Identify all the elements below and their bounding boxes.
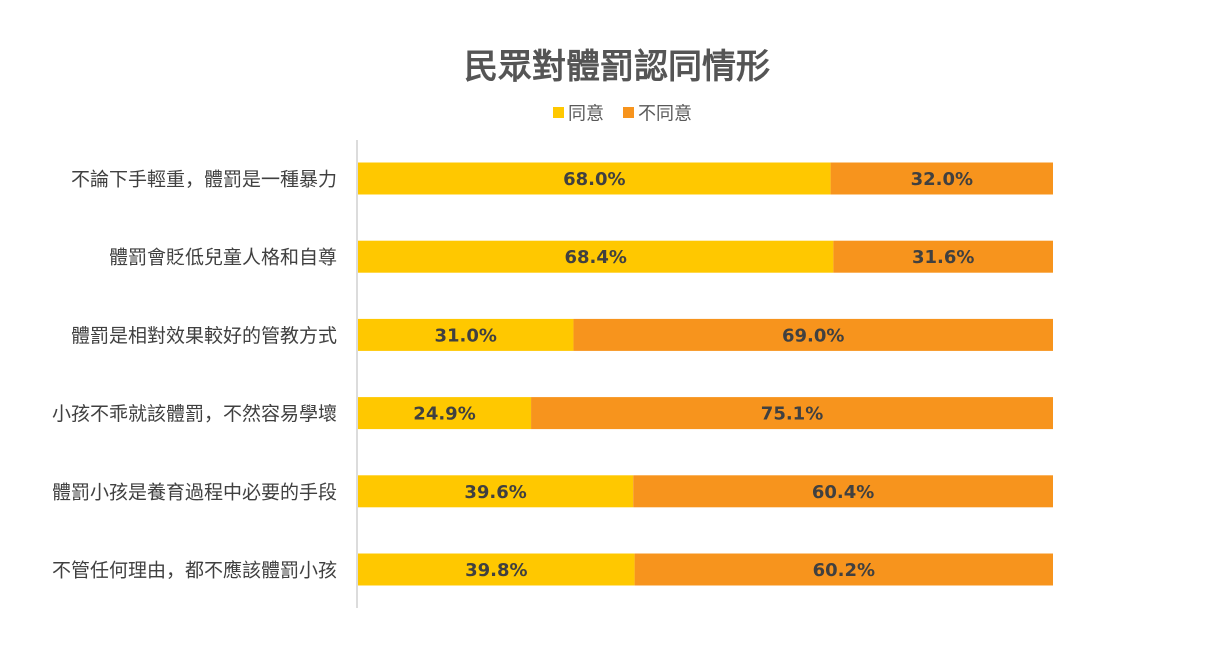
data-label-3-series-1: 75.1% bbox=[761, 404, 823, 425]
data-label-0-series-1: 32.0% bbox=[911, 169, 973, 190]
bar-1-series-0 bbox=[358, 240, 834, 273]
data-label-1-series-1: 31.6% bbox=[912, 247, 974, 268]
bar-3-series-1 bbox=[531, 397, 1053, 430]
bar-2-series-1 bbox=[573, 318, 1053, 351]
data-label-4-series-1: 60.4% bbox=[812, 482, 874, 503]
data-label-2-series-1: 69.0% bbox=[782, 325, 844, 346]
category-label-0: 不論下手輕重，體罰是一種暴力 bbox=[71, 169, 337, 191]
bar-0-series-0 bbox=[358, 162, 831, 195]
category-labels: 不論下手輕重，體罰是一種暴力體罰會貶低兒童人格和自尊體罰是相對效果較好的管教方式… bbox=[52, 169, 337, 582]
legend-swatch-1 bbox=[623, 107, 634, 118]
data-label-3-series-0: 24.9% bbox=[413, 404, 475, 425]
category-label-4: 體罰小孩是養育過程中必要的手段 bbox=[52, 481, 337, 503]
legend-label-1: 不同意 bbox=[638, 104, 692, 125]
legend: 同意 不同意 bbox=[553, 104, 692, 125]
category-label-1: 體罰會貶低兒童人格和自尊 bbox=[109, 247, 337, 269]
data-label-0-series-0: 68.0% bbox=[563, 169, 625, 190]
chart-title: 民眾對體罰認同情形 bbox=[464, 47, 770, 87]
data-label-4-series-0: 39.6% bbox=[464, 482, 526, 503]
category-label-2: 體罰是相對效果較好的管教方式 bbox=[71, 325, 337, 347]
data-label-5-series-1: 60.2% bbox=[813, 560, 875, 581]
category-label-3: 小孩不乖就該體罰，不然容易學壞 bbox=[52, 403, 337, 425]
bar-5-series-1 bbox=[634, 553, 1053, 586]
bar-1-series-1 bbox=[833, 240, 1053, 273]
bar-4-series-0 bbox=[358, 475, 634, 508]
data-label-1-series-0: 68.4% bbox=[564, 247, 626, 268]
bar-0-series-1 bbox=[830, 162, 1053, 195]
legend-label-0: 同意 bbox=[568, 104, 604, 125]
bar-2-series-0 bbox=[358, 318, 574, 351]
legend-swatch-0 bbox=[553, 107, 564, 118]
data-label-5-series-0: 39.8% bbox=[465, 560, 527, 581]
bar-4-series-1 bbox=[633, 475, 1053, 508]
bar-5-series-0 bbox=[358, 553, 635, 586]
category-label-5: 不管任何理由，都不應該體罰小孩 bbox=[52, 559, 337, 582]
data-label-2-series-0: 31.0% bbox=[434, 325, 496, 346]
bar-3-series-0 bbox=[358, 397, 532, 430]
bars-group: 68.0% 32.0% 68.4% 31.6% 31.0% 69.0% 24.9% 75.1%… bbox=[358, 162, 1053, 586]
